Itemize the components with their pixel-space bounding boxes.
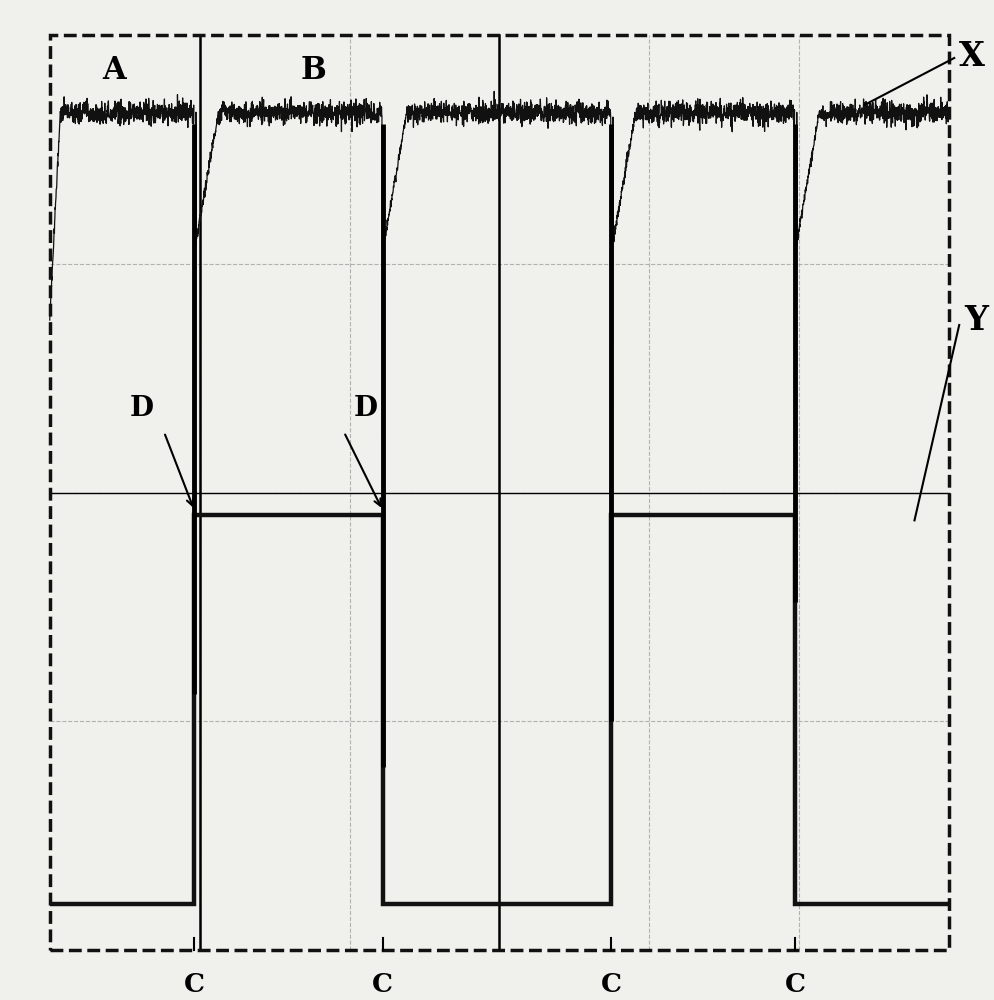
Text: D: D: [354, 395, 378, 422]
Text: C: C: [184, 972, 205, 997]
Text: B: B: [300, 55, 326, 86]
Text: C: C: [600, 972, 622, 997]
Text: X: X: [959, 40, 985, 73]
Text: A: A: [102, 55, 126, 86]
Text: Y: Y: [964, 304, 988, 336]
Text: C: C: [784, 972, 806, 997]
Text: D: D: [130, 395, 154, 422]
Text: C: C: [372, 972, 394, 997]
